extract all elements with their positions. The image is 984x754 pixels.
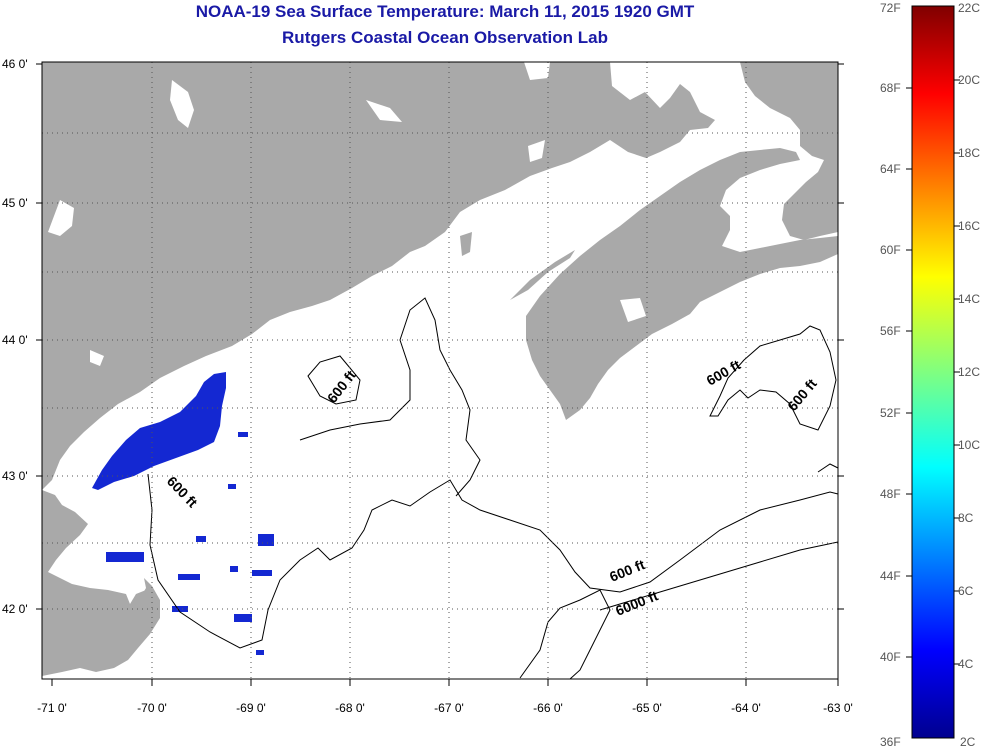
colorbar-ticks [906,79,960,665]
map-subtitle: Rutgers Coastal Ocean Observation Lab [282,28,608,47]
lake [620,298,646,322]
colorbar-label-c: 20C [958,73,980,87]
land-island [460,232,472,256]
colorbar-label-f: 36F [880,735,901,749]
colorbar-label-c: 12C [958,365,980,379]
lake [528,140,545,162]
lake [90,350,104,366]
land-cape-cod [130,590,150,616]
lon-label: -70 0' [137,701,167,715]
colorbar-label-c: 18C [958,146,980,160]
colorbar-label-c: 22C [958,1,980,15]
colorbar-label-f: 64F [880,162,901,176]
colorbar-label-c: 14C [958,292,980,306]
colorbar-label-f: 48F [880,487,901,501]
land-peninsula [510,250,575,300]
map-frame [41,61,839,680]
lon-label: -69 0' [236,701,266,715]
lon-label: -64 0' [731,701,761,715]
lat-label: 43 0' [2,469,28,483]
colorbar-label-f: 56F [880,324,901,338]
axis-ticks [36,63,844,686]
lon-label: -68 0' [335,701,365,715]
land-nova-scotia [526,148,838,420]
lon-label: -66 0' [533,701,563,715]
colorbar-label-c: 6C [958,584,974,598]
colorbar-label-f: 68F [880,81,901,95]
colorbar-label-c: 2C [960,735,976,749]
lake [524,62,550,80]
lon-label: -63 0' [823,701,853,715]
lat-label: 42 0' [2,602,28,616]
colorbar-label-f: 52F [880,406,901,420]
lake [366,100,402,122]
lat-label: 45 0' [2,196,28,210]
colorbar-label-f: 40F [880,650,901,664]
colorbar-label-c: 8C [958,511,974,525]
lat-label: 46 0' [2,57,28,71]
land-mainland [42,62,715,490]
land-cape-breton [740,62,838,240]
colorbar-label-c: 4C [958,657,974,671]
lon-label: -71 0' [37,701,67,715]
lake [48,200,74,236]
map-title: NOAA-19 Sea Surface Temperature: March 1… [195,2,695,21]
colorbar-label-c: 16C [958,219,980,233]
lake [170,80,194,128]
land-massachusetts [42,490,160,676]
lat-label: 44 0' [2,333,28,347]
lon-label: -67 0' [434,701,464,715]
lon-label: -65 0' [632,701,662,715]
sst-pixels [92,372,274,655]
colorbar-label-f: 72F [880,1,901,15]
bathymetry-contours [147,297,839,680]
colorbar-label-c: 10C [958,438,980,452]
colorbar-label-f: 60F [880,243,901,257]
colorbar-label-f: 44F [880,569,901,583]
colorbar [911,5,955,739]
